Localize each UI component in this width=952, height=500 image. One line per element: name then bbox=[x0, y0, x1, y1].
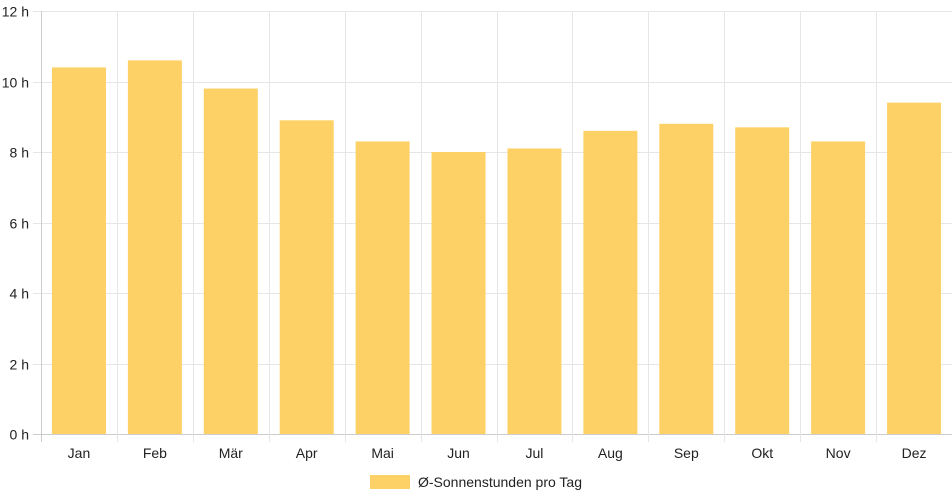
y-tick-label: 2 h bbox=[10, 357, 29, 373]
x-tick-label: Mai bbox=[371, 445, 394, 461]
x-tick-label: Jul bbox=[526, 445, 544, 461]
x-tick-label: Feb bbox=[143, 445, 167, 461]
x-tick-label: Jun bbox=[447, 445, 470, 461]
bar-dez bbox=[887, 102, 942, 435]
bar-jul bbox=[507, 148, 562, 434]
bars bbox=[51, 60, 942, 435]
bar-jun bbox=[431, 152, 486, 434]
y-tick-label: 10 h bbox=[2, 75, 29, 91]
x-tick-label: Dez bbox=[902, 445, 927, 461]
legend-label: Ø-Sonnenstunden pro Tag bbox=[418, 474, 582, 490]
y-tick-label: 4 h bbox=[10, 286, 29, 302]
x-axis: Jan Feb Mär Apr Mai Jun Jul Aug Sep Okt Nov Dez bbox=[68, 445, 927, 461]
legend[interactable]: Ø-Sonnenstunden pro Tag bbox=[370, 474, 582, 490]
legend-swatch bbox=[370, 475, 410, 489]
bar-mai bbox=[355, 141, 410, 435]
x-tick-label: Apr bbox=[296, 445, 318, 461]
x-tick-label: Nov bbox=[826, 445, 851, 461]
grid-lines bbox=[33, 11, 952, 442]
bar-okt bbox=[735, 127, 790, 434]
x-tick-label: Mär bbox=[219, 445, 243, 461]
y-tick-label: 6 h bbox=[10, 216, 29, 232]
bar-aug bbox=[583, 130, 638, 434]
x-tick-label: Aug bbox=[598, 445, 623, 461]
bar-mär bbox=[203, 88, 258, 435]
x-tick-label: Okt bbox=[751, 445, 773, 461]
y-axis: 0 h 2 h 4 h 6 h 8 h 10 h 12 h bbox=[2, 4, 29, 443]
bar-sep bbox=[659, 123, 714, 435]
bar-feb bbox=[127, 60, 182, 434]
y-tick-label: 12 h bbox=[2, 4, 29, 20]
x-tick-label: Sep bbox=[674, 445, 699, 461]
y-tick-label: 8 h bbox=[10, 145, 29, 161]
bar-nov bbox=[811, 141, 866, 435]
x-tick-label: Jan bbox=[68, 445, 91, 461]
bar-jan bbox=[51, 67, 106, 435]
bar-apr bbox=[279, 120, 334, 435]
y-tick-label: 0 h bbox=[10, 427, 29, 443]
